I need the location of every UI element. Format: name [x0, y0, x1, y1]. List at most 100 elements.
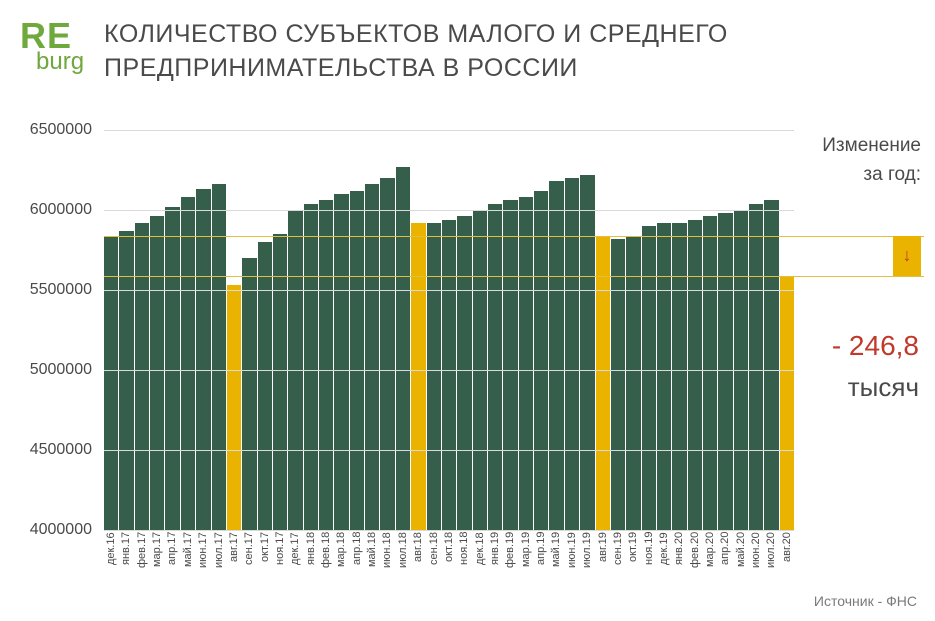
x-axis-label: май.17 [181, 532, 195, 587]
bar [350, 191, 364, 530]
reference-line [104, 276, 924, 277]
bar [596, 236, 610, 530]
bar [565, 178, 579, 530]
x-axis-label: июл.17 [212, 532, 226, 587]
x-axis-label: авг.18 [411, 532, 425, 587]
x-axis-label: сен.19 [611, 532, 625, 587]
x-axis-label: мар.18 [334, 532, 348, 587]
x-axis-label: мар.19 [519, 532, 533, 587]
bar [688, 220, 702, 530]
x-axis-label: дек.18 [473, 532, 487, 587]
x-axis-label: июн.18 [380, 532, 394, 587]
source-text: Источник - ФНС [814, 593, 917, 609]
y-axis-label: 4000000 [12, 521, 92, 539]
down-arrow-icon: ↓ [903, 245, 912, 266]
x-axis-label: май.19 [549, 532, 563, 587]
x-axis-label: июн.17 [196, 532, 210, 587]
x-axis-label: сен.18 [427, 532, 441, 587]
bar [457, 216, 471, 530]
bar [657, 223, 671, 530]
plot-area: дек.16янв.17фев.17мар.17апр.17май.17июн.… [104, 130, 794, 530]
x-axis-label: янв.19 [488, 532, 502, 587]
x-axis-label: апр.18 [350, 532, 364, 587]
bar [780, 276, 794, 530]
x-axis-label: дек.16 [104, 532, 118, 587]
bar [549, 181, 563, 530]
bar [442, 220, 456, 530]
y-axis-label: 4500000 [12, 441, 92, 459]
x-axis-label: дек.19 [657, 532, 671, 587]
bar [380, 178, 394, 530]
change-value: - 246,8 [832, 330, 919, 362]
x-axis-label: мар.20 [703, 532, 717, 587]
logo: RE burg [20, 18, 84, 74]
bar [611, 239, 625, 530]
bar [258, 242, 272, 530]
bar [396, 167, 410, 530]
bar [135, 223, 149, 530]
change-unit: тысяч [848, 372, 919, 403]
x-axis-label: окт.19 [626, 532, 640, 587]
bar [319, 200, 333, 530]
x-axis-label: мар.17 [150, 532, 164, 587]
x-axis-label: ноя.17 [273, 532, 287, 587]
bar [703, 216, 717, 530]
bars-group [104, 130, 794, 530]
x-axis-label: фев.18 [319, 532, 333, 587]
logo-bottom: burg [36, 50, 84, 74]
x-axis-label: янв.20 [672, 532, 686, 587]
gridline [104, 370, 794, 371]
x-axis-label: янв.18 [304, 532, 318, 587]
x-axis-label: янв.17 [119, 532, 133, 587]
side-label-1: Изменение [801, 132, 921, 161]
side-label-2: за год: [801, 161, 921, 190]
bar [488, 204, 502, 530]
bar [718, 213, 732, 530]
bar [534, 191, 548, 530]
bar [749, 204, 763, 530]
bar [580, 175, 594, 530]
x-axis-label: авг.20 [780, 532, 794, 587]
y-axis-label: 6500000 [12, 121, 92, 139]
bar [150, 216, 164, 530]
x-axis-label: окт.17 [258, 532, 272, 587]
reference-line [104, 236, 924, 237]
bar [304, 204, 318, 530]
bar [104, 236, 118, 530]
chart-title: КОЛИЧЕСТВО СУБЪЕКТОВ МАЛОГО И СРЕДНЕГО П… [104, 18, 744, 86]
y-axis-label: 6000000 [12, 201, 92, 219]
x-axis-label: окт.18 [442, 532, 456, 587]
bar [626, 236, 640, 530]
x-axis-label: июн.19 [565, 532, 579, 587]
x-axis-label: июн.20 [749, 532, 763, 587]
x-axis-label: апр.19 [534, 532, 548, 587]
x-axis-label: фев.17 [135, 532, 149, 587]
bar [334, 194, 348, 530]
x-axis-label: ноя.18 [457, 532, 471, 587]
x-axis-label: дек.17 [288, 532, 302, 587]
x-axis-labels: дек.16янв.17фев.17мар.17апр.17май.17июн.… [104, 532, 794, 587]
x-axis-label: авг.17 [227, 532, 241, 587]
x-axis-label: апр.20 [718, 532, 732, 587]
gridline [104, 290, 794, 291]
bar [642, 226, 656, 530]
bar [764, 200, 778, 530]
y-axis-label: 5000000 [12, 361, 92, 379]
x-axis-label: июл.18 [396, 532, 410, 587]
x-axis-label: фев.20 [688, 532, 702, 587]
bar [242, 258, 256, 530]
x-axis-label: июл.20 [764, 532, 778, 587]
side-panel: Изменение за год: [801, 132, 921, 189]
x-axis-label: сен.17 [242, 532, 256, 587]
gridline [104, 130, 794, 131]
x-axis-label: фев.19 [503, 532, 517, 587]
x-axis-label: апр.17 [165, 532, 179, 587]
bar [503, 200, 517, 530]
arrow-box: ↓ [893, 236, 921, 276]
gridline [104, 530, 794, 531]
x-axis-label: июл.19 [580, 532, 594, 587]
bar [227, 285, 241, 530]
bar [411, 223, 425, 530]
gridline [104, 450, 794, 451]
gridline [104, 210, 794, 211]
